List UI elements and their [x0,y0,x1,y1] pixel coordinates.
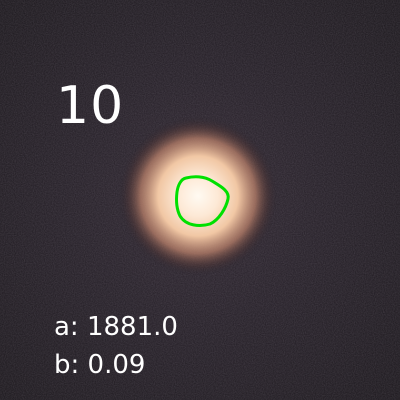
readout-b: b: 0.09 [54,350,146,380]
detection-contour [174,175,230,227]
frame-number-label: 10 [56,76,125,136]
star-blob-icon [118,116,278,276]
readout-a: a: 1881.0 [54,312,178,342]
